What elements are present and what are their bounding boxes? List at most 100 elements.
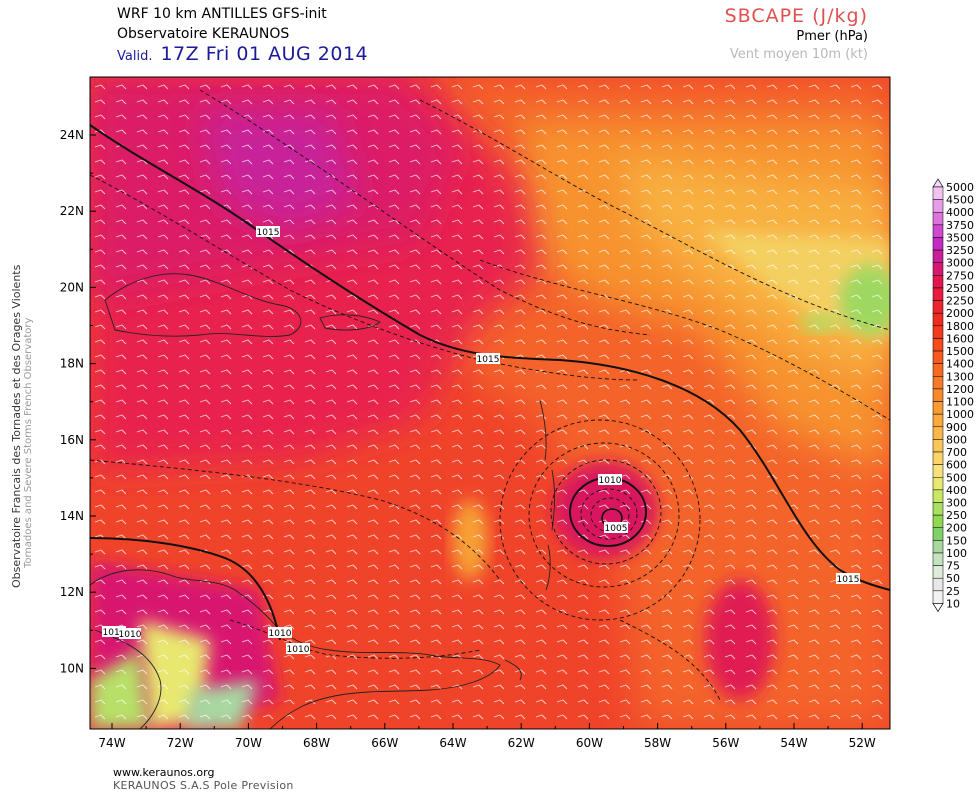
- colorbar: 5000450040003750350032503000275025002250…: [932, 178, 974, 613]
- lon-tick-label: 56W: [712, 736, 739, 750]
- isobar-label-3: 1015: [837, 575, 860, 585]
- isobar-1015: [90, 124, 890, 591]
- isobars: [90, 89, 890, 701]
- colorbar-swatch: [932, 262, 944, 276]
- colorbar-swatch: [932, 376, 944, 390]
- colorbar-swatch: [932, 426, 944, 440]
- coast-trinidad: [504, 659, 522, 681]
- isobar-label-box-3: [836, 573, 860, 584]
- isobar-1010-sa: [90, 537, 281, 641]
- isobar-labels: 1015 1015 1015 1010 1010 1010 1010 1010 …: [102, 226, 860, 655]
- colorbar-label: 2500: [946, 282, 974, 295]
- colorbar-label: 500: [946, 471, 967, 484]
- colorbar-label: 1800: [946, 320, 974, 333]
- isobar-label-9: 1005: [605, 524, 628, 534]
- colorbar-label: 2000: [946, 307, 974, 320]
- footer: www.keraunos.org KERAUNOS S.A.S Pole Pre…: [113, 766, 294, 792]
- lon-tick-label: 54W: [780, 736, 807, 750]
- colorbar-label: 700: [946, 446, 967, 459]
- isobar-label-box-7: [286, 643, 310, 654]
- pressure-label: Pmer (hPa): [796, 29, 868, 44]
- valid-time: 17Z Fri 01 AUG 2014: [160, 43, 369, 65]
- colorbar-swatch: [932, 300, 944, 314]
- colorbar-label: 250: [946, 509, 967, 522]
- isobar-dashed-1: [90, 174, 641, 381]
- colorbar-swatch: [932, 502, 944, 516]
- colorbar-label: 1000: [946, 408, 974, 421]
- header-right: SBCAPE (J/kg) Pmer (hPa) Vent moyen 10m …: [725, 4, 868, 64]
- longitude-axis: 74W 72W 70W 68W 66W 64W 62W 60W 58W 56W 54W 52W: [98, 723, 876, 750]
- isobar-dashed-4: [479, 259, 890, 421]
- cyclone-ring-2: [580, 488, 638, 540]
- isobar-label-box-6: [268, 627, 292, 638]
- lon-tick-label: 64W: [439, 736, 466, 750]
- colorbar-label: 300: [946, 497, 967, 510]
- lat-tick-label: 24N: [60, 128, 84, 142]
- colorbar-swatch: [932, 464, 944, 478]
- isobar-label-5: 1010: [119, 630, 142, 640]
- lon-tick-label: 70W: [235, 736, 262, 750]
- colorbar-swatch: [932, 489, 944, 503]
- lat-tick-label: 14N: [60, 509, 84, 523]
- colorbar-label: 75: [946, 560, 960, 573]
- lon-tick-label: 60W: [576, 736, 603, 750]
- cyclone-ring-6: [499, 419, 701, 621]
- wind-label: Vent moyen 10m (kt): [729, 47, 868, 62]
- colorbar-label: 4000: [946, 206, 974, 219]
- footer-url[interactable]: www.keraunos.org: [113, 766, 215, 779]
- colorbar-swatch: [932, 565, 944, 579]
- cape-field: 1015 1015 1015 1010 1010 1010 1010 1010 …: [90, 77, 890, 729]
- colorbar-label: 5000: [946, 181, 974, 194]
- colorbar-swatch: [932, 590, 944, 604]
- colorbar-label: 1100: [946, 396, 974, 409]
- colorbar-label: 50: [946, 572, 960, 585]
- colorbar-label: 25: [946, 585, 960, 598]
- lon-tick-label: 74W: [98, 736, 125, 750]
- variable-title: SBCAPE (J/kg): [724, 5, 868, 27]
- colorbar-label: 3500: [946, 231, 974, 244]
- isobar-label-2: 1015: [477, 355, 500, 365]
- colorbar-swatch: [932, 338, 944, 352]
- colorbar-swatch: [932, 439, 944, 453]
- observatory-line: Observatoire KERAUNOS: [117, 26, 290, 42]
- colorbar-label: 3000: [946, 257, 974, 270]
- colorbar-label: 1500: [946, 345, 974, 358]
- colorbar-swatch: [932, 540, 944, 554]
- colorbar-swatch: [932, 477, 944, 491]
- coastlines: [90, 273, 556, 729]
- isobar-label-box-9: [604, 522, 628, 533]
- colorbar-label: 3750: [946, 219, 974, 232]
- model-line: WRF 10 km ANTILLES GFS-init: [117, 6, 327, 22]
- isobar-label-1: 1015: [257, 228, 280, 238]
- colorbar-swatch: [932, 325, 944, 339]
- colorbar-label: 400: [946, 484, 967, 497]
- header-left: WRF 10 km ANTILLES GFS-init Observatoire…: [117, 4, 368, 67]
- coast-maracaibo: [94, 629, 162, 729]
- isobar-dashed-7: [619, 619, 721, 701]
- colorbar-swatch: [932, 363, 944, 377]
- isobar-label-box-4: [102, 626, 126, 637]
- colorbar-swatch: [932, 287, 944, 301]
- colorbar-label: 2750: [946, 269, 974, 282]
- isobar-label-box-5: [119, 628, 141, 639]
- colorbar-swatch: [932, 237, 944, 251]
- isobar-dashed-3: [419, 99, 890, 331]
- colorbar-swatch: [932, 388, 944, 402]
- coast-hispaniola: [104, 273, 302, 337]
- isobar-label-box-1: [256, 226, 280, 237]
- colorbar-swatch: [932, 514, 944, 528]
- colorbar-label: 1600: [946, 332, 974, 345]
- lat-tick-label: 22N: [60, 204, 84, 218]
- coast-puerto-rico: [319, 314, 381, 331]
- coast-south-america: [90, 569, 501, 729]
- isobar-label-8: 1010: [599, 476, 622, 486]
- wind-barbs: [90, 77, 890, 729]
- colorbar-label: 1400: [946, 358, 974, 371]
- colorbar-label: 10: [946, 597, 960, 610]
- latitude-axis: 24N 22N 20N 18N 16N 14N 12N 10N: [60, 128, 96, 675]
- lat-tick-label: 16N: [60, 433, 84, 447]
- isobar-dashed-2: [199, 89, 651, 336]
- colorbar-swatch: [932, 577, 944, 592]
- colorbar-label: 3250: [946, 244, 974, 257]
